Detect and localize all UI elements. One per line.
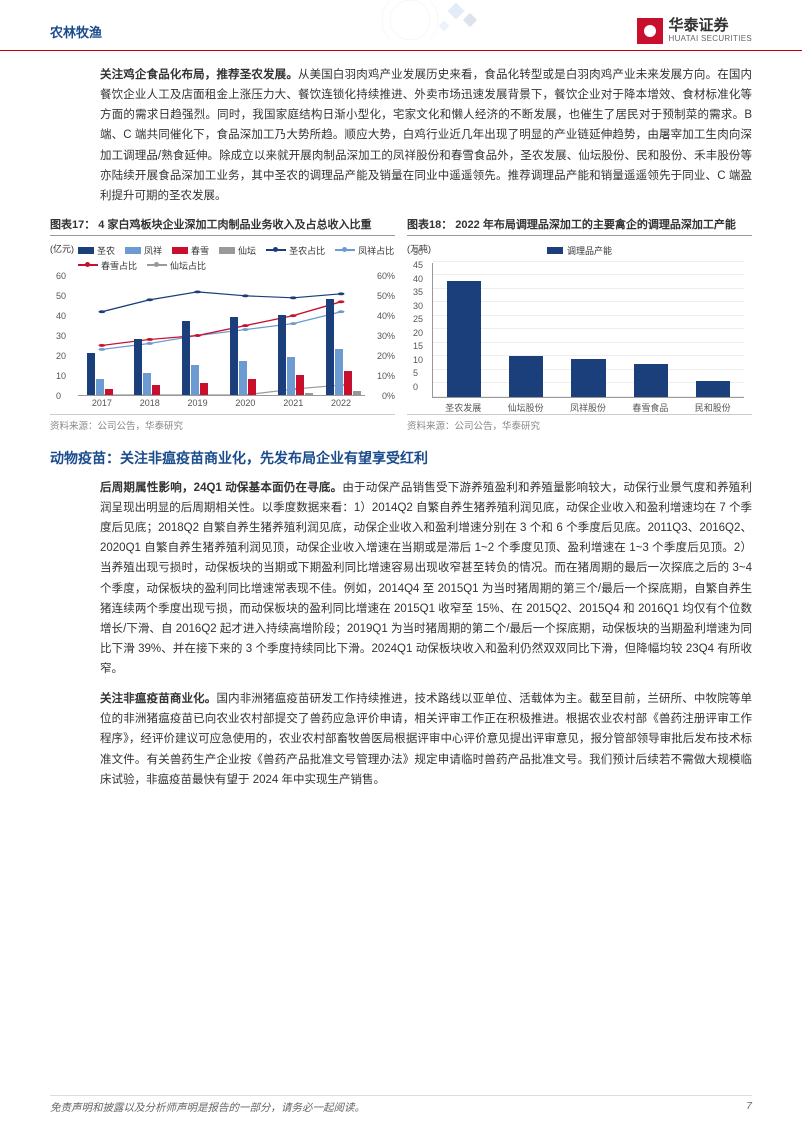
chart17-unit: (亿元)	[50, 242, 74, 255]
chart18-plot: 05101520253035404550	[432, 263, 744, 398]
page-header: 农林牧渔 华泰证券 HUATAI SECURITIES	[0, 0, 802, 51]
logo-en: HUATAI SECURITIES	[669, 35, 752, 44]
chart17-legend: 圣农 凤祥 春雪 仙坛 圣农占比 凤祥占比 春雪占比 仙坛占比	[50, 244, 395, 272]
chart18-legend: 调理品产能	[407, 244, 752, 257]
paragraph-1: 关注鸡企食品化布局，推荐圣农发展。从美国白羽肉鸡产业发展历史来看，食品化转型或是…	[100, 65, 752, 206]
header-decoration	[310, 0, 510, 40]
chart17-source: 资料来源：公司公告，华泰研究	[50, 418, 395, 432]
disclaimer: 免责声明和披露以及分析师声明是报告的一部分，请务必一起阅读。	[50, 1100, 365, 1115]
chart18-xaxis: 圣农发展仙坛股份凤祥股份春雪食品民和股份	[432, 401, 744, 414]
paragraph-3: 关注非瘟疫苗商业化。国内非洲猪瘟疫苗研发工作持续推进，技术路线以亚单位、活载体为…	[100, 689, 752, 790]
chart17-plot: 01020304050600%10%20%30%40%50%60%	[78, 276, 365, 396]
chart18-source: 资料来源：公司公告，华泰研究	[407, 418, 752, 432]
section-title: 动物疫苗：关注非瘟疫苗商业化，先发布局企业有望享受红利	[50, 448, 752, 468]
logo: 华泰证券 HUATAI SECURITIES	[637, 18, 752, 44]
chart18-title: 图表18： 2022 年布局调理品深加工的主要禽企的调理品深加工产能	[407, 216, 752, 236]
para3-lead: 关注非瘟疫苗商业化。	[100, 693, 216, 705]
para1-lead: 关注鸡企食品化布局，推荐圣农发展。	[100, 69, 298, 81]
para3-body: 国内非洲猪瘟疫苗研发工作持续推进，技术路线以亚单位、活载体为主。截至目前，兰研所…	[100, 693, 752, 786]
para1-body: 从美国白羽肉鸡产业发展历史来看，食品化转型或是白羽肉鸡产业未来发展方向。在国内餐…	[100, 69, 752, 202]
chart-17: 图表17： 4 家白鸡板块企业深加工肉制品业务收入及占总收入比重 (亿元) 圣农…	[50, 216, 395, 432]
chart17-title: 图表17： 4 家白鸡板块企业深加工肉制品业务收入及占总收入比重	[50, 216, 395, 236]
chart17-xaxis: 201720182019202020212022	[78, 398, 365, 408]
page-number: 7	[746, 1100, 752, 1115]
main-content: 关注鸡企食品化布局，推荐圣农发展。从美国白羽肉鸡产业发展历史来看，食品化转型或是…	[0, 51, 802, 790]
para2-lead: 后周期属性影响，24Q1 动保基本面仍在寻底。	[100, 482, 342, 494]
logo-icon	[637, 18, 663, 44]
category-label: 农林牧渔	[50, 22, 102, 41]
chart-18: 图表18： 2022 年布局调理品深加工的主要禽企的调理品深加工产能 (万吨) …	[407, 216, 752, 432]
footer: 免责声明和披露以及分析师声明是报告的一部分，请务必一起阅读。 7	[50, 1095, 752, 1115]
logo-cn: 华泰证券	[669, 18, 752, 35]
para2-body: 由于动保产品销售受下游养殖盈利和养殖量影响较大，动保行业景气度和养殖利润呈现出明…	[100, 482, 752, 675]
paragraph-2: 后周期属性影响，24Q1 动保基本面仍在寻底。由于动保产品销售受下游养殖盈利和养…	[100, 478, 752, 679]
charts-row: 图表17： 4 家白鸡板块企业深加工肉制品业务收入及占总收入比重 (亿元) 圣农…	[50, 216, 752, 432]
